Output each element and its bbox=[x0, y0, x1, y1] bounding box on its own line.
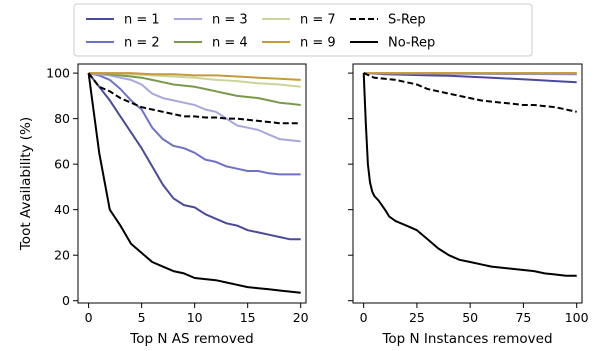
legend-label-n-9: n = 9 bbox=[300, 36, 336, 51]
legend: n = 1 n = 2 n = 3 n = 4 n = 7 n = 9 S-Rep No-Re… bbox=[73, 3, 533, 57]
series-line-n-1 bbox=[363, 72, 577, 84]
series-line-s-rep bbox=[363, 72, 577, 113]
x-tick-label: 0 bbox=[85, 310, 93, 325]
legend-label-no-rep: No-Rep bbox=[388, 36, 435, 51]
y-tick-label: 0 bbox=[62, 293, 70, 308]
legend-label-n-3: n = 3 bbox=[212, 13, 248, 28]
y-tick-label: 40 bbox=[54, 202, 70, 217]
x-tick-label: 5 bbox=[138, 310, 146, 325]
right-panel-instances-removed: 0 25 50 75 100 Top N Instances removed bbox=[348, 63, 589, 347]
legend-label-n-2: n = 2 bbox=[124, 36, 160, 51]
series-line-s-rep bbox=[87, 72, 301, 125]
series-line-n-3 bbox=[88, 72, 301, 143]
series-line-n-9 bbox=[88, 72, 301, 81]
y-tick-label: 100 bbox=[46, 66, 70, 81]
x-tick-label: 15 bbox=[240, 310, 256, 325]
legend-label-s-rep: S-Rep bbox=[388, 13, 426, 28]
x-tick-label: 25 bbox=[409, 310, 425, 325]
x-axis-label: Top N AS removed bbox=[129, 331, 253, 347]
x-tick-label: 20 bbox=[293, 310, 309, 325]
legend-label-n-1: n = 1 bbox=[124, 13, 160, 28]
plot-frame bbox=[77, 63, 307, 304]
plot-frame bbox=[352, 63, 583, 304]
y-tick-label: 80 bbox=[54, 111, 70, 126]
x-tick-label: 10 bbox=[187, 310, 203, 325]
series-line-n-4 bbox=[88, 72, 301, 106]
series-line-no-rep bbox=[362, 73, 577, 277]
series-line-no-rep bbox=[87, 72, 301, 294]
left-panel-as-removed: 0 5 10 15 20 0 20 40 60 80 100 Top N AS removed Toot… bbox=[18, 63, 309, 347]
legend-label-n-4: n = 4 bbox=[212, 36, 248, 51]
x-tick-label: 50 bbox=[462, 310, 478, 325]
y-axis-label: Toot Availability (%) bbox=[18, 117, 34, 251]
legend-label-n-7: n = 7 bbox=[300, 13, 336, 28]
series-line-n-1 bbox=[87, 72, 301, 241]
y-tick-label: 20 bbox=[54, 248, 70, 263]
x-tick-label: 0 bbox=[360, 310, 368, 325]
x-axis-label: Top N Instances removed bbox=[381, 331, 552, 347]
x-tick-label: 100 bbox=[565, 310, 589, 325]
series-line-n-2 bbox=[88, 72, 301, 176]
x-tick-label: 75 bbox=[515, 310, 531, 325]
y-tick-label: 60 bbox=[54, 157, 70, 172]
